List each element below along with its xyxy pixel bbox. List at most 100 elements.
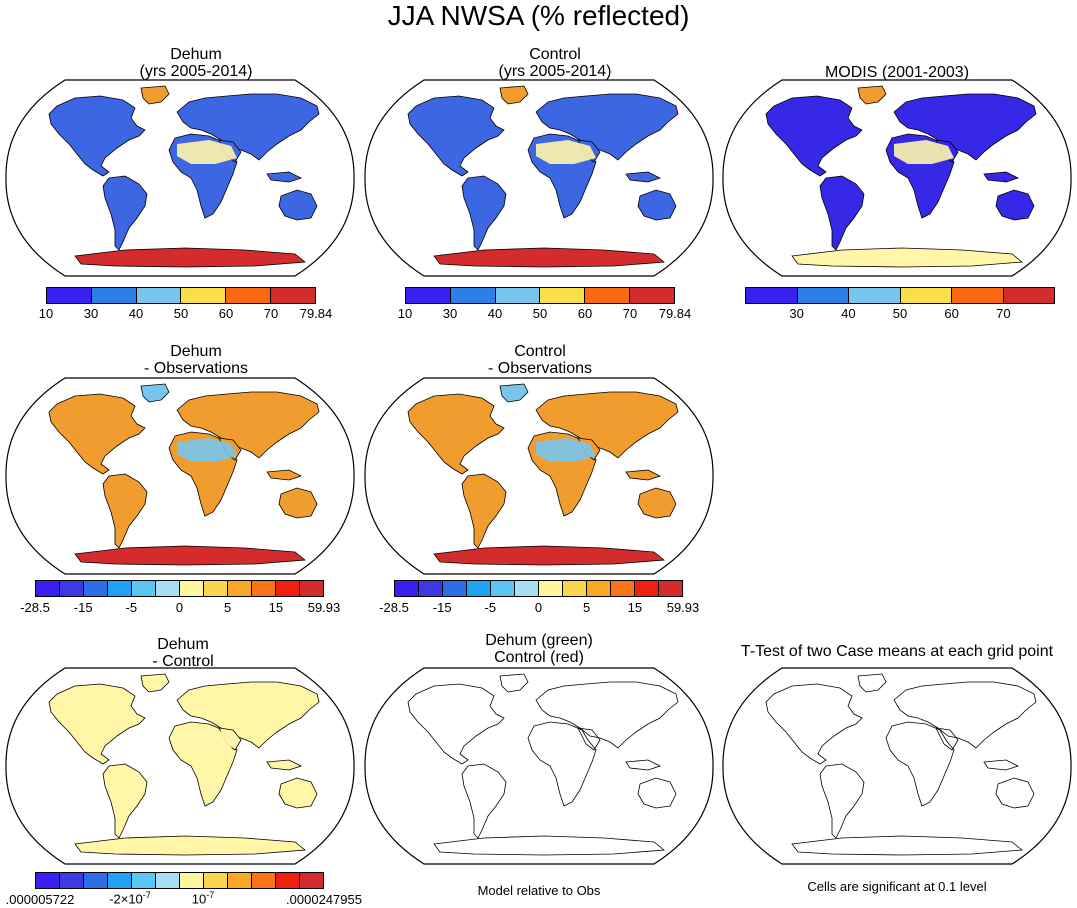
legend-tick-label: -15 <box>432 600 452 615</box>
legend-swatch <box>611 581 635 596</box>
continent-europeAsia <box>176 93 320 161</box>
continent-australia <box>637 487 677 519</box>
legend-swatch <box>60 873 84 888</box>
panel-title-modis: MODIS (2001-2003) <box>722 64 1072 81</box>
legend-tick-label: 60 <box>218 306 234 321</box>
continent-southAmerica <box>102 175 148 251</box>
panel-title-line1: Control <box>529 46 581 63</box>
continent-northAmerica <box>48 683 146 765</box>
legend-tick-label: -5 <box>484 600 497 615</box>
legend-ticks-control: 10 30 40 50 60 70 79.84 <box>398 306 692 322</box>
legend-swatch <box>587 581 611 596</box>
legend-tick-label: 79.84 <box>299 306 333 321</box>
continent-northAmerica <box>765 95 863 177</box>
legend-tick-min: .000005722 <box>5 892 75 907</box>
legend-swatch <box>180 873 204 888</box>
map-control <box>364 78 714 278</box>
legend-swatch <box>84 873 108 888</box>
legend-swatch <box>900 288 952 303</box>
legend-swatch <box>156 873 180 888</box>
continent-antarctica <box>74 835 307 856</box>
legend-swatch <box>180 581 204 596</box>
panel-title-ttest: T-Test of two Case means at each grid po… <box>722 643 1072 660</box>
panel-title-line1: T-Test of two Case means at each grid po… <box>740 643 1054 660</box>
legend-swatch <box>563 581 587 596</box>
continent-northAmerica <box>48 393 146 475</box>
map-dehum-control <box>5 666 355 866</box>
continent-europeAsia <box>535 681 679 749</box>
continent-greenland <box>857 85 887 105</box>
legend-tick-label: 40 <box>128 306 144 321</box>
panel-title-green-red: Dehum (green) Control (red) <box>364 632 714 666</box>
desert-patch <box>177 438 237 462</box>
desert-patch <box>536 140 596 164</box>
legend-swatch <box>540 288 586 303</box>
continent-indonesia <box>625 469 662 481</box>
legend-swatch <box>635 581 659 596</box>
legend-tick-label: 10 <box>397 306 413 321</box>
continent-indonesia <box>266 469 303 481</box>
continent-greenland <box>499 85 529 105</box>
continent-southAmerica <box>102 473 148 549</box>
legend-tick-label: 70 <box>996 306 1011 321</box>
continent-indonesia <box>983 759 1020 771</box>
legend-swatch <box>271 288 315 303</box>
panel-title-line1: Dehum <box>157 636 209 653</box>
continent-australia <box>995 189 1035 221</box>
legend-tick-label: -28.5 <box>20 600 50 615</box>
note-model-relative: Model relative to Obs <box>477 883 601 898</box>
legend-tick-label: -15 <box>73 600 93 615</box>
continent-indonesia <box>625 759 662 771</box>
legend-swatch <box>276 873 300 888</box>
continent-europeAsia <box>535 391 679 459</box>
panel-title-line2: - Observations <box>487 360 593 377</box>
panel-title-line2: Control (red) <box>494 649 584 666</box>
legend-tick-pos: 10-7 <box>192 890 214 906</box>
legend-swatch <box>630 288 674 303</box>
legend-swatch <box>659 581 682 596</box>
legend-swatch <box>495 288 541 303</box>
continent-greenland <box>857 673 887 693</box>
legend-swatch <box>156 581 180 596</box>
tick-base: 10 <box>191 891 207 907</box>
panel-title-dehum-control: Dehum - Control <box>8 636 358 670</box>
legend-swatch <box>108 581 132 596</box>
legend-bar-control-obs <box>394 580 683 597</box>
legend-tick-label: 0 <box>534 600 543 615</box>
continent-southAmerica <box>102 763 148 839</box>
legend-swatch <box>491 581 515 596</box>
legend-swatch <box>228 581 252 596</box>
panel-title-line1: MODIS (2001-2003) <box>824 64 970 81</box>
continent-antarctica <box>433 545 666 566</box>
continent-antarctica <box>791 247 1024 268</box>
map-frame <box>722 667 1072 865</box>
panel-title-line1: Dehum <box>170 343 222 360</box>
continent-europeAsia <box>176 391 320 459</box>
tick-exponent: -7 <box>206 890 215 900</box>
continent-antarctica <box>433 835 666 856</box>
legend-tick-label: 15 <box>627 600 643 615</box>
continent-australia <box>278 189 318 221</box>
legend-swatch <box>443 581 467 596</box>
legend-swatch <box>797 288 849 303</box>
continent-indonesia <box>266 171 303 183</box>
map-ttest <box>722 666 1072 866</box>
legend-swatch <box>1003 288 1054 303</box>
legend-tick-label: 40 <box>487 306 503 321</box>
panel-title-dehum-obs: Dehum - Observations <box>21 343 371 377</box>
tick-exponent: -7 <box>142 890 151 900</box>
legend-swatch <box>108 873 132 888</box>
continent-southAmerica <box>819 763 865 839</box>
legend-tick-label: -28.5 <box>379 600 409 615</box>
continent-southAmerica <box>461 473 507 549</box>
legend-tick-label: 5 <box>583 600 591 615</box>
legend-swatch <box>91 288 137 303</box>
panel-title-line1: Dehum <box>170 46 222 63</box>
continent-greenland <box>140 383 170 403</box>
legend-swatch <box>132 873 156 888</box>
map-frame <box>364 667 714 865</box>
continent-northAmerica <box>48 95 146 177</box>
legend-tick-label: 40 <box>841 306 856 321</box>
legend-swatch <box>252 581 276 596</box>
panel-title-line1: Control <box>514 343 566 360</box>
